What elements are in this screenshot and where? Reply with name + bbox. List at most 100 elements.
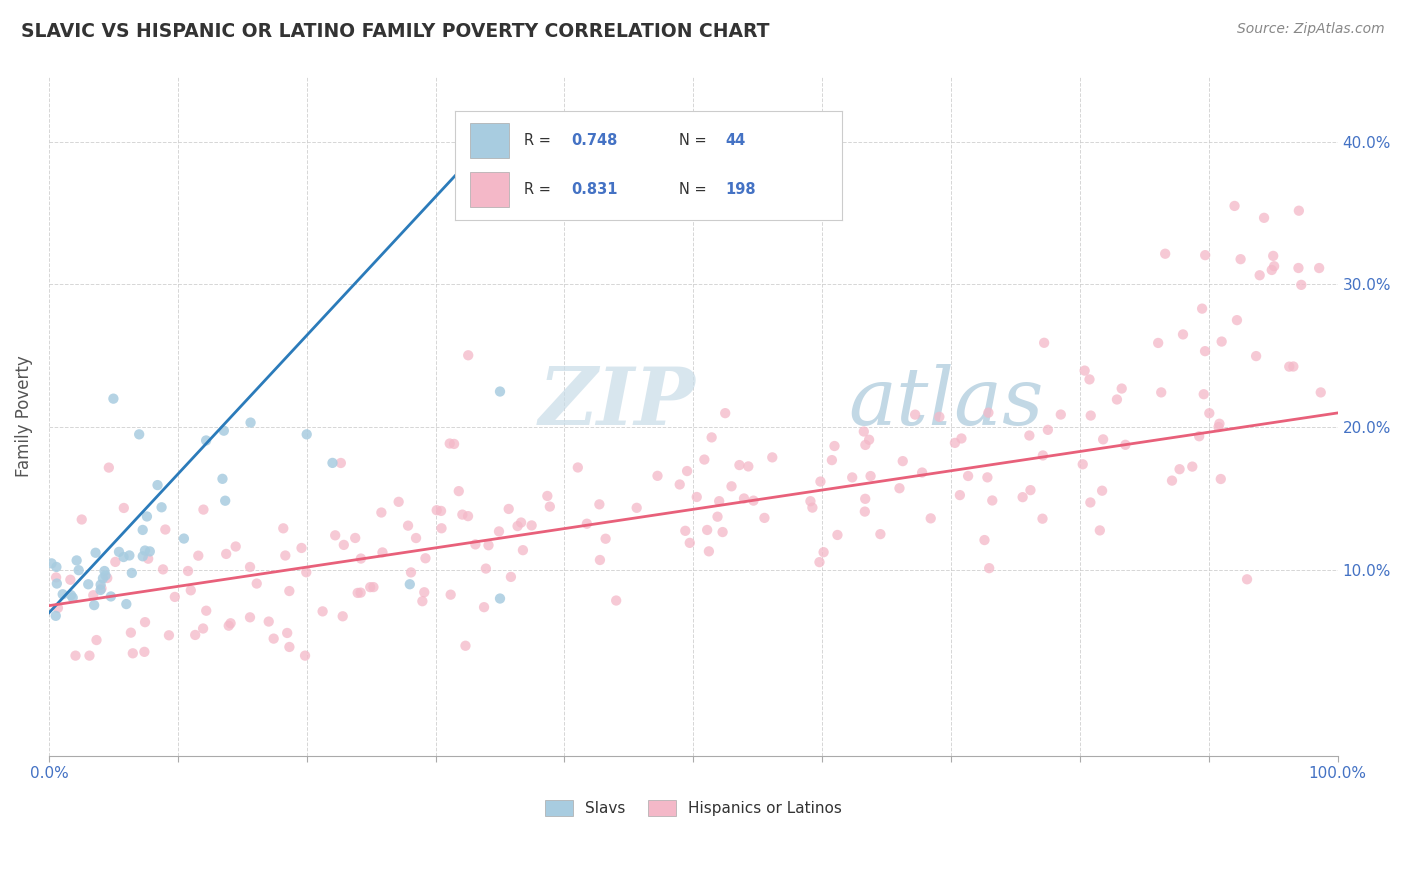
Point	[443, 437, 465, 451]
Point	[173, 532, 195, 546]
Point	[1078, 372, 1101, 386]
Point	[1080, 409, 1102, 423]
Point	[1105, 392, 1128, 407]
Point	[808, 555, 831, 569]
Point	[1091, 483, 1114, 498]
Point	[115, 597, 138, 611]
Point	[239, 416, 262, 430]
Point	[413, 585, 436, 599]
Point	[1236, 572, 1258, 586]
Point	[696, 523, 718, 537]
Point	[1036, 423, 1059, 437]
Point	[195, 604, 218, 618]
Point	[276, 626, 298, 640]
Point	[1191, 301, 1213, 316]
Point	[1261, 263, 1284, 277]
Point	[77, 577, 100, 591]
Point	[1291, 277, 1313, 292]
Point	[852, 425, 875, 439]
Point	[799, 494, 821, 508]
Point	[311, 604, 333, 618]
Point	[323, 528, 346, 542]
Point	[1071, 458, 1094, 472]
Point	[388, 495, 411, 509]
Point	[477, 538, 499, 552]
Point	[1032, 449, 1054, 463]
Point	[714, 406, 737, 420]
Point	[118, 549, 141, 563]
Point	[499, 570, 522, 584]
Point	[464, 537, 486, 551]
Point	[45, 576, 67, 591]
Y-axis label: Family Poverty: Family Poverty	[15, 356, 32, 477]
Point	[321, 456, 343, 470]
Point	[426, 503, 449, 517]
Point	[1080, 495, 1102, 509]
Point	[155, 523, 177, 537]
Point	[191, 622, 214, 636]
Point	[1288, 260, 1310, 275]
Point	[1171, 327, 1194, 342]
Point	[1244, 349, 1267, 363]
Point	[451, 508, 474, 522]
Point	[1192, 387, 1215, 401]
Point	[512, 543, 534, 558]
Point	[363, 580, 385, 594]
Point	[370, 506, 392, 520]
Point	[135, 509, 157, 524]
Point	[1073, 363, 1095, 377]
Point	[567, 460, 589, 475]
Point	[1209, 472, 1232, 486]
Point	[1263, 259, 1285, 273]
Point	[949, 488, 972, 502]
Point	[193, 502, 215, 516]
Point	[943, 436, 966, 450]
Point	[977, 406, 1000, 420]
Point	[853, 491, 876, 506]
Point	[239, 560, 262, 574]
Point	[329, 456, 352, 470]
Point	[132, 549, 155, 564]
Text: ZIP: ZIP	[538, 364, 696, 442]
Point	[405, 531, 427, 545]
Point	[45, 608, 67, 623]
Point	[84, 546, 107, 560]
Point	[100, 590, 122, 604]
Point	[1049, 408, 1071, 422]
Point	[869, 527, 891, 541]
Point	[595, 532, 617, 546]
Point	[180, 583, 202, 598]
Point	[59, 588, 82, 602]
Point	[1253, 211, 1275, 225]
Point	[1263, 249, 1285, 263]
Point	[215, 547, 238, 561]
Point	[676, 464, 699, 478]
Point	[112, 500, 135, 515]
Point	[742, 493, 765, 508]
Point	[979, 561, 1001, 575]
Point	[120, 625, 142, 640]
Point	[976, 470, 998, 484]
Point	[52, 587, 75, 601]
Point	[82, 588, 104, 602]
Point	[195, 434, 218, 448]
Point	[332, 609, 354, 624]
Point	[278, 584, 301, 599]
Point	[1088, 524, 1111, 538]
Point	[1208, 417, 1230, 431]
Point	[121, 646, 143, 660]
Point	[415, 551, 437, 566]
Point	[86, 633, 108, 648]
Point	[589, 553, 612, 567]
Point	[457, 348, 479, 362]
Point	[1161, 474, 1184, 488]
Point	[686, 490, 709, 504]
Point	[333, 538, 356, 552]
Point	[1154, 246, 1177, 260]
Point	[90, 578, 112, 592]
Point	[605, 593, 627, 607]
Point	[239, 610, 262, 624]
Point	[706, 509, 728, 524]
Point	[359, 580, 381, 594]
Point	[214, 493, 236, 508]
